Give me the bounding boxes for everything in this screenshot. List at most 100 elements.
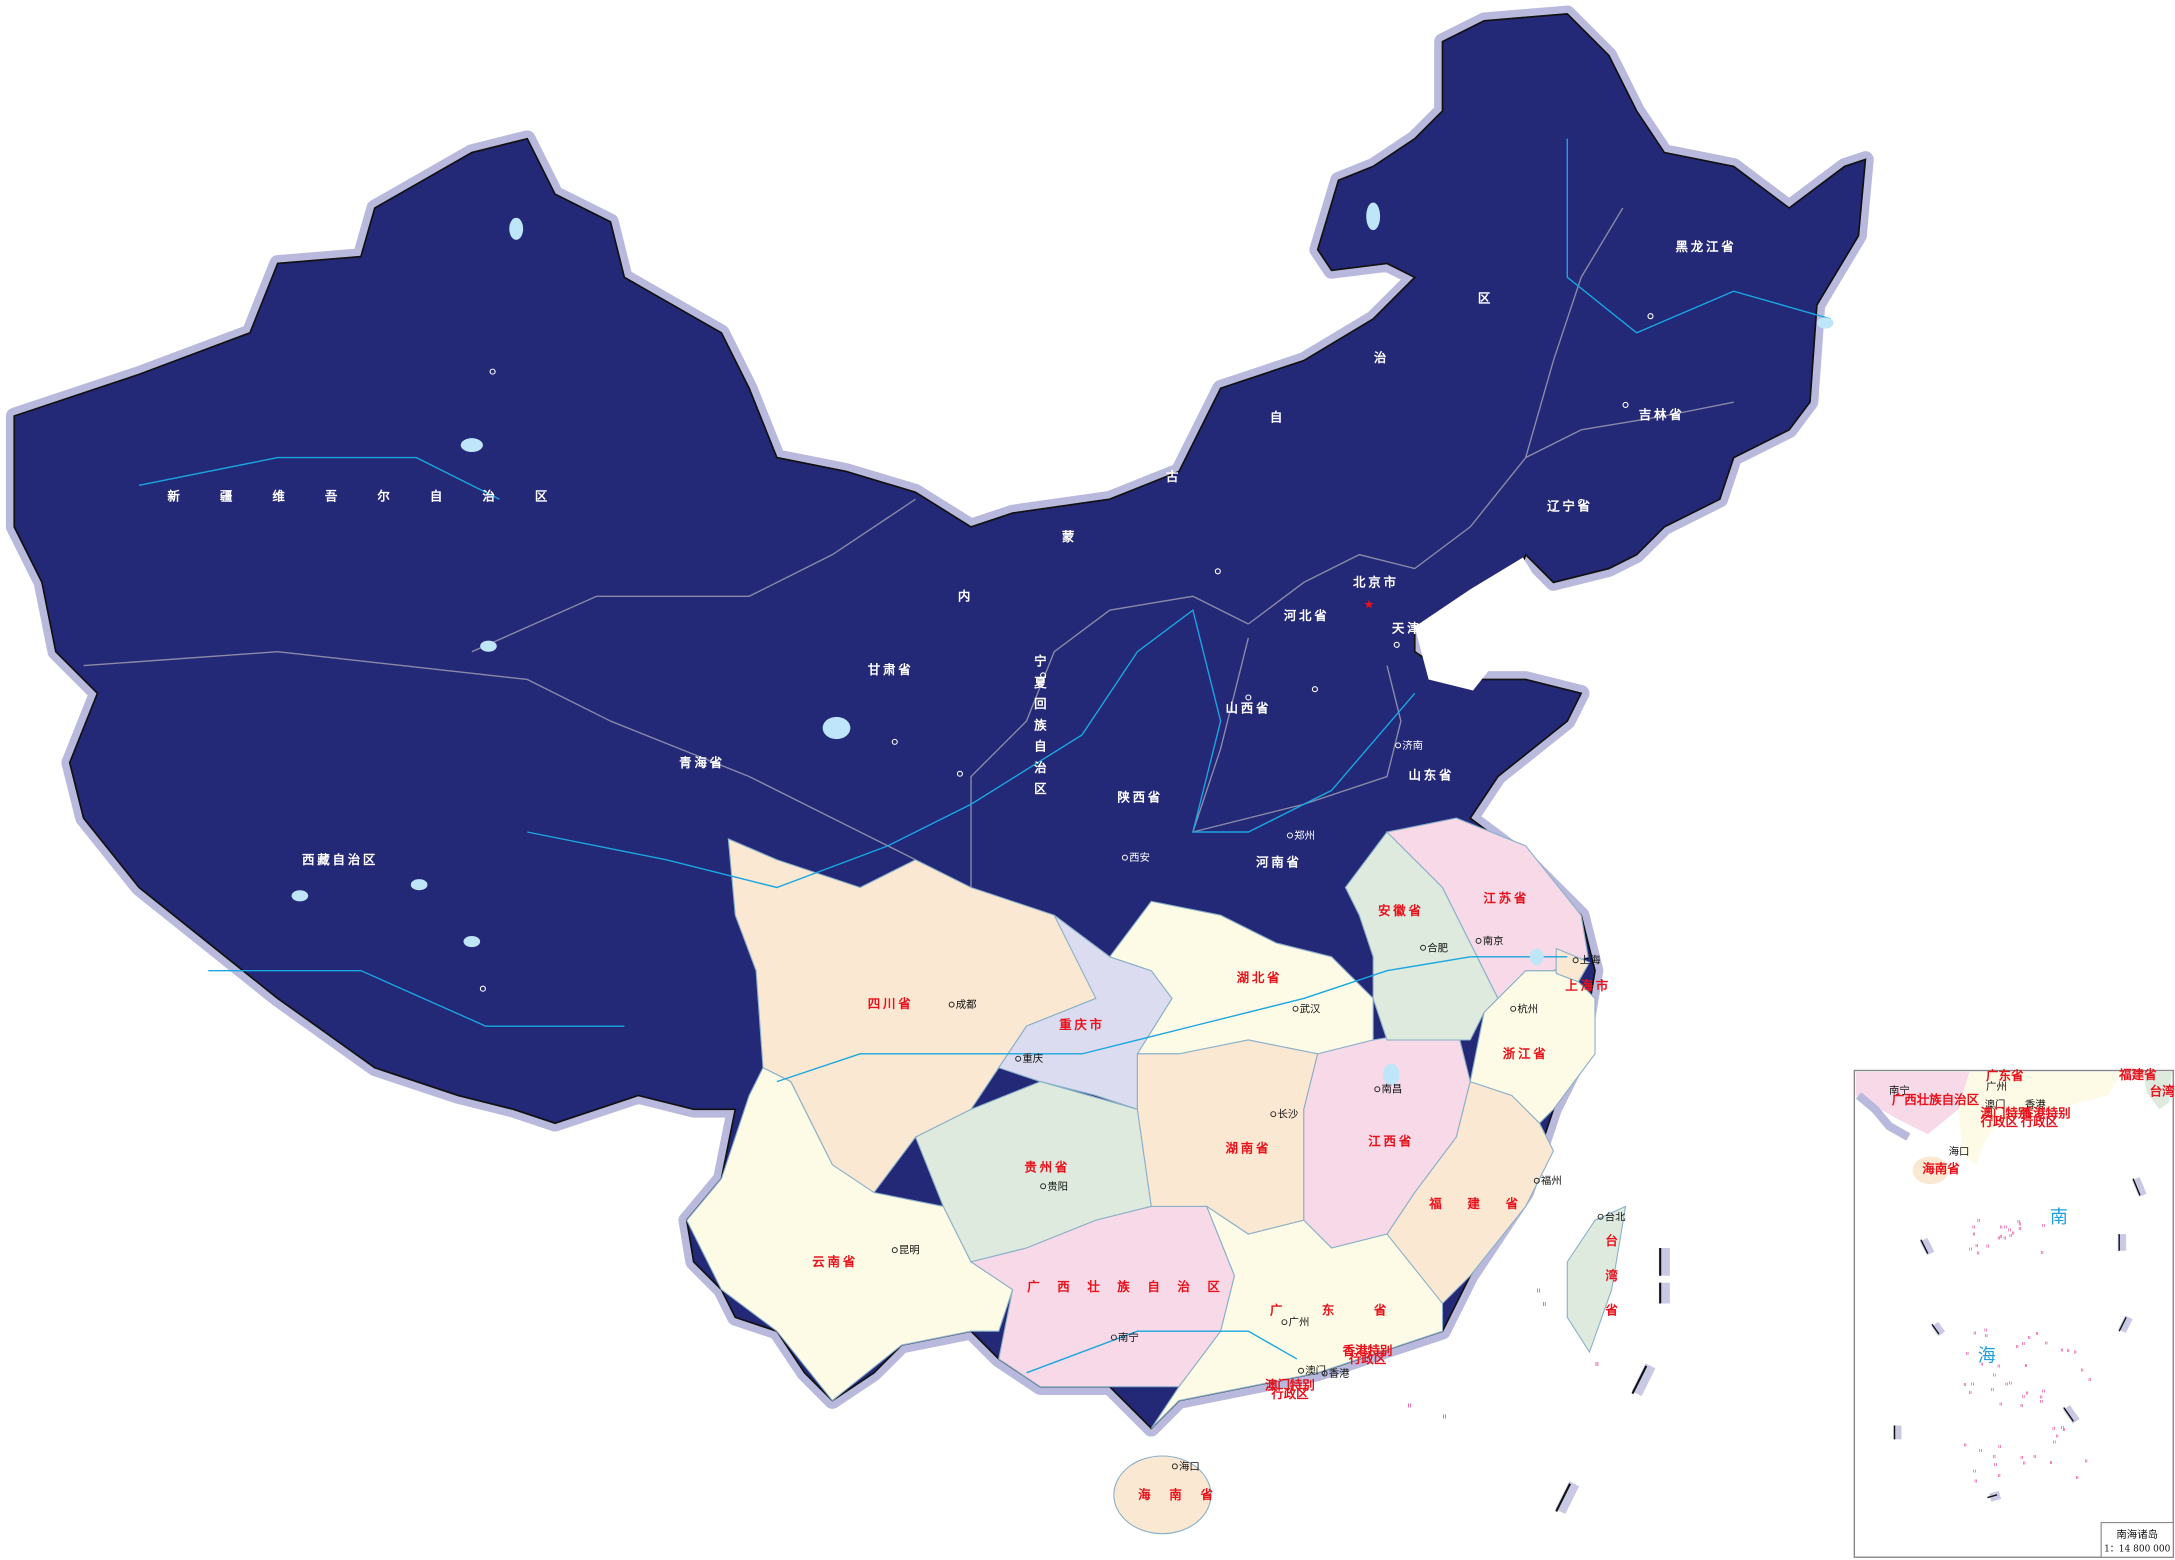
province-label: 上海市 <box>1565 978 1611 993</box>
sea-label-nan: 南 <box>2050 1207 2068 1228</box>
inset-border-glow <box>1855 1092 1911 1141</box>
province-label: 河北省 <box>1284 608 1330 623</box>
province-label: 西藏自治区 <box>302 852 378 867</box>
province-label: 山东省 <box>1409 767 1455 782</box>
inset-island-mark: ıı <box>1966 1351 1970 1357</box>
province-label: 贵州省 <box>1024 1160 1070 1175</box>
inset-island-mark: ıı <box>2018 1222 2022 1228</box>
inset-island-mark: ıı <box>2041 1250 2045 1256</box>
city-marker <box>1171 1463 1178 1470</box>
beijing-star-icon: ★ <box>1363 597 1374 612</box>
province-label: 湖北省 <box>1237 970 1283 985</box>
city-label: 济南 <box>1402 739 1423 752</box>
province-border <box>970 595 1249 888</box>
city-label: 南京 <box>1483 934 1504 947</box>
province-label: 海南省 <box>1138 1487 1213 1502</box>
inset-boundary-dash <box>1931 1321 1946 1337</box>
province-label: 黑龙江省 <box>1675 239 1736 254</box>
inset-island-mark: ıı <box>2040 1399 2044 1405</box>
inset-island-mark: ıı <box>2085 1458 2089 1464</box>
inset-island-mark: ıı <box>2056 1434 2060 1440</box>
province-label: 四川省 <box>868 996 914 1011</box>
inset-boundary-dash <box>1920 1239 1929 1254</box>
inset-island-mark: ıı <box>1975 1243 1979 1249</box>
inset-island-mark: ıı <box>2005 1382 2009 1388</box>
province-label: 天津市 <box>1392 620 1438 635</box>
city-label: 长沙 <box>1277 1109 1298 1121</box>
inset-island-mark: ıı <box>1971 1381 1975 1387</box>
province-label: 湖南省 <box>1225 1140 1271 1155</box>
inset-island-mark: ıı <box>2042 1388 2046 1394</box>
inset-island-mark: ıı <box>2020 1455 2024 1461</box>
city-label: 杭州 <box>1517 1002 1538 1015</box>
lake <box>822 716 851 740</box>
inset-island-mark: ıı <box>2045 1340 2049 1346</box>
city-marker <box>1572 957 1579 964</box>
city-label: 南昌 <box>1381 1083 1402 1096</box>
city-marker <box>1281 1319 1288 1326</box>
inset-island-mark: ıı <box>1994 1462 1998 1468</box>
lake <box>1382 1063 1400 1086</box>
boundary-dash <box>1555 1483 1571 1512</box>
capital-dot <box>1578 498 1585 506</box>
city-marker <box>1510 1005 1517 1012</box>
inset-island-mark: ıı <box>2060 1347 2064 1353</box>
river <box>776 956 1568 1083</box>
inset-legend-box <box>2100 1522 2174 1558</box>
city-label: 上海 <box>1580 954 1601 967</box>
inset-boundary-dash <box>2063 1407 2074 1422</box>
capital-dot <box>956 770 963 777</box>
inset-island-mark: ıı <box>1969 1390 1973 1396</box>
inset-island-mark: ıı <box>2025 1390 2029 1396</box>
inset-island-mark: ıı <box>1993 1454 1997 1460</box>
province-label: 台湾省 <box>1604 1233 1618 1317</box>
inset-island-mark: ıı <box>1984 1327 1988 1333</box>
province-yunnan <box>686 1066 1014 1402</box>
lake <box>291 890 309 902</box>
inset-island-mark: ıı <box>2053 1440 2057 1446</box>
province-label: 内蒙古自治区 <box>958 290 1491 603</box>
inset-island-mark: ıı <box>1997 1363 2001 1369</box>
city-marker <box>891 1247 898 1254</box>
province-label: 福建省 <box>1428 1196 1518 1211</box>
inset-title: 南海诸岛 <box>2116 1528 2158 1541</box>
city-label: 台北 <box>1605 1210 1626 1223</box>
inset-island-mark: ıı <box>2028 1335 2032 1341</box>
capital-dot <box>891 738 898 745</box>
city-marker <box>1597 1213 1604 1220</box>
inset-island-mark: ıı <box>2003 1236 2007 1242</box>
province-label: 新疆维吾尔自治区 <box>167 489 547 504</box>
province-border <box>83 651 611 722</box>
inset-label: 南宁 <box>1889 1084 1910 1097</box>
province-border <box>1192 665 1402 833</box>
city-label: 成都 <box>956 999 977 1011</box>
province-label: 浙江省 <box>1503 1046 1549 1061</box>
province-label: 北京市 <box>1353 575 1399 590</box>
inset-label: 广东省 <box>1986 1068 2024 1083</box>
inset-label: 香港特别行政区 <box>2020 1106 2071 1129</box>
inset-label: 广西壮族自治区 <box>1892 1092 1980 1107</box>
province-label: 青海省 <box>679 755 725 770</box>
inset-island-mark: ıı <box>2016 1344 2020 1350</box>
inset-island-mark: ıı <box>1974 1478 1978 1484</box>
river <box>527 608 1416 889</box>
inset-island-mark: ıı <box>1998 1444 2002 1450</box>
province-label: 香港特别行政区 <box>1342 1343 1393 1366</box>
city-marker <box>1475 937 1482 944</box>
inset-island-mark: ıı <box>2040 1394 2044 1400</box>
inset-island-mark: ıı <box>1973 1232 1977 1238</box>
inset-island-mark: ıı <box>2024 1363 2028 1369</box>
inset-island-mark: ıı <box>2088 1377 2092 1383</box>
city-marker <box>1040 1183 1047 1190</box>
inset-island-mark: ıı <box>2061 1425 2065 1431</box>
province-label: 澳门特别行政区 <box>1265 1377 1315 1400</box>
inset-island-mark: ıı <box>2022 1341 2026 1347</box>
capital-dot <box>1214 568 1221 575</box>
inset-boundary-dash <box>2118 1317 2127 1332</box>
city-marker <box>948 1001 955 1008</box>
inset-island-mark: ıı <box>2076 1475 2080 1481</box>
bohai-sea <box>1414 557 1543 691</box>
